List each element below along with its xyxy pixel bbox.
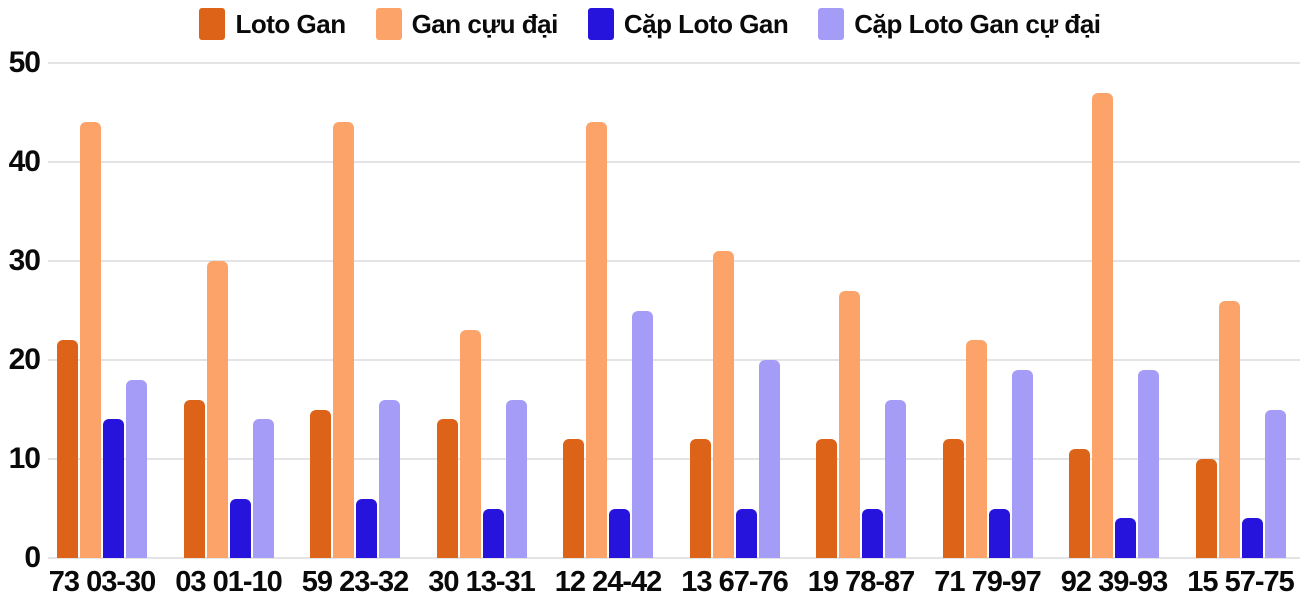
bar-8-1 — [1092, 92, 1113, 558]
bar-2-2 — [356, 498, 377, 558]
legend-label: Cặp Loto Gan cự đại — [854, 8, 1101, 39]
bar-4-3 — [632, 310, 653, 558]
plot-area — [48, 62, 1300, 559]
bar-1-2 — [229, 498, 251, 558]
x-tick-label-0: 73 03-30 — [48, 566, 157, 598]
bar-0-0 — [57, 340, 78, 558]
bar-5-3 — [758, 360, 780, 558]
x-tick-label-4: 12 24-42 — [554, 566, 663, 598]
bar-3-2 — [482, 508, 504, 558]
bar-6-1 — [839, 290, 860, 558]
bar-0-2 — [103, 419, 124, 558]
bar-3-3 — [505, 399, 527, 558]
legend-item-1[interactable]: Gan cựu đại — [375, 8, 559, 40]
bar-6-0 — [816, 439, 837, 558]
bar-9-0 — [1195, 459, 1217, 558]
chart-legend: Loto Gan Gan cựu đại Cặp Loto Gan Cặp Loto … — [0, 8, 1300, 40]
bar-8-0 — [1069, 449, 1090, 558]
x-tick-label-5: 13 67-76 — [681, 566, 789, 598]
y-tick-label-0: 0 — [24, 541, 41, 574]
bar-7-3 — [1011, 369, 1033, 558]
gridline-20 — [48, 359, 1300, 361]
bar-6-3 — [885, 399, 906, 558]
legend-label: Gan cựu đại — [411, 8, 559, 39]
bar-3-1 — [459, 330, 481, 558]
bar-3-0 — [436, 419, 458, 558]
legend-swatch-icon — [375, 8, 402, 40]
bar-1-1 — [206, 261, 228, 558]
x-tick-label-9: 15 57-75 — [1187, 566, 1295, 598]
bar-6-2 — [862, 508, 883, 558]
bar-5-1 — [712, 251, 734, 558]
bar-9-1 — [1218, 300, 1240, 558]
y-tick-label-50: 50 — [8, 46, 41, 79]
bar-9-2 — [1241, 518, 1263, 558]
bar-4-1 — [586, 122, 607, 558]
y-tick-label-30: 30 — [8, 244, 41, 277]
x-tick-label-6: 19 78-87 — [807, 566, 916, 598]
bar-5-2 — [735, 508, 757, 558]
y-tick-label-40: 40 — [8, 145, 41, 178]
legend-swatch-icon — [818, 8, 845, 40]
legend-swatch-icon — [587, 8, 614, 40]
x-tick-label-2: 59 23-32 — [301, 566, 410, 598]
y-tick-label-20: 20 — [8, 343, 41, 376]
gridline-40 — [48, 161, 1300, 163]
gridline-10 — [48, 458, 1300, 460]
bar-1-0 — [183, 399, 205, 558]
legend-label: Cặp Loto Gan — [623, 8, 789, 39]
bar-8-3 — [1138, 369, 1159, 558]
bar-9-3 — [1264, 409, 1286, 558]
legend-item-2[interactable]: Cặp Loto Gan — [587, 8, 789, 40]
bar-4-2 — [609, 508, 630, 558]
x-tick-label-7: 71 79-97 — [934, 566, 1042, 598]
x-tick-label-8: 92 39-93 — [1060, 566, 1169, 598]
bar-0-1 — [80, 122, 101, 558]
bar-7-2 — [988, 508, 1010, 558]
bar-2-3 — [379, 399, 400, 558]
gridline-0 — [48, 557, 1300, 559]
bar-2-1 — [333, 122, 354, 558]
bar-4-0 — [563, 439, 584, 558]
legend-swatch-icon — [199, 8, 226, 40]
bar-0-3 — [126, 379, 147, 558]
bar-7-1 — [965, 340, 987, 558]
x-tick-label-3: 30 13-31 — [428, 566, 536, 598]
legend-item-3[interactable]: Cặp Loto Gan cự đại — [818, 8, 1101, 40]
bar-2-0 — [310, 409, 331, 558]
bar-7-0 — [942, 439, 964, 558]
bar-1-3 — [252, 419, 274, 558]
x-tick-label-1: 03 01-10 — [175, 566, 283, 598]
bar-8-2 — [1115, 518, 1136, 558]
gridline-50 — [48, 62, 1300, 64]
gridline-30 — [48, 260, 1300, 262]
legend-item-0[interactable]: Loto Gan — [199, 8, 346, 40]
y-tick-label-10: 10 — [8, 442, 41, 475]
legend-label: Loto Gan — [235, 8, 346, 39]
bar-5-0 — [689, 439, 711, 558]
